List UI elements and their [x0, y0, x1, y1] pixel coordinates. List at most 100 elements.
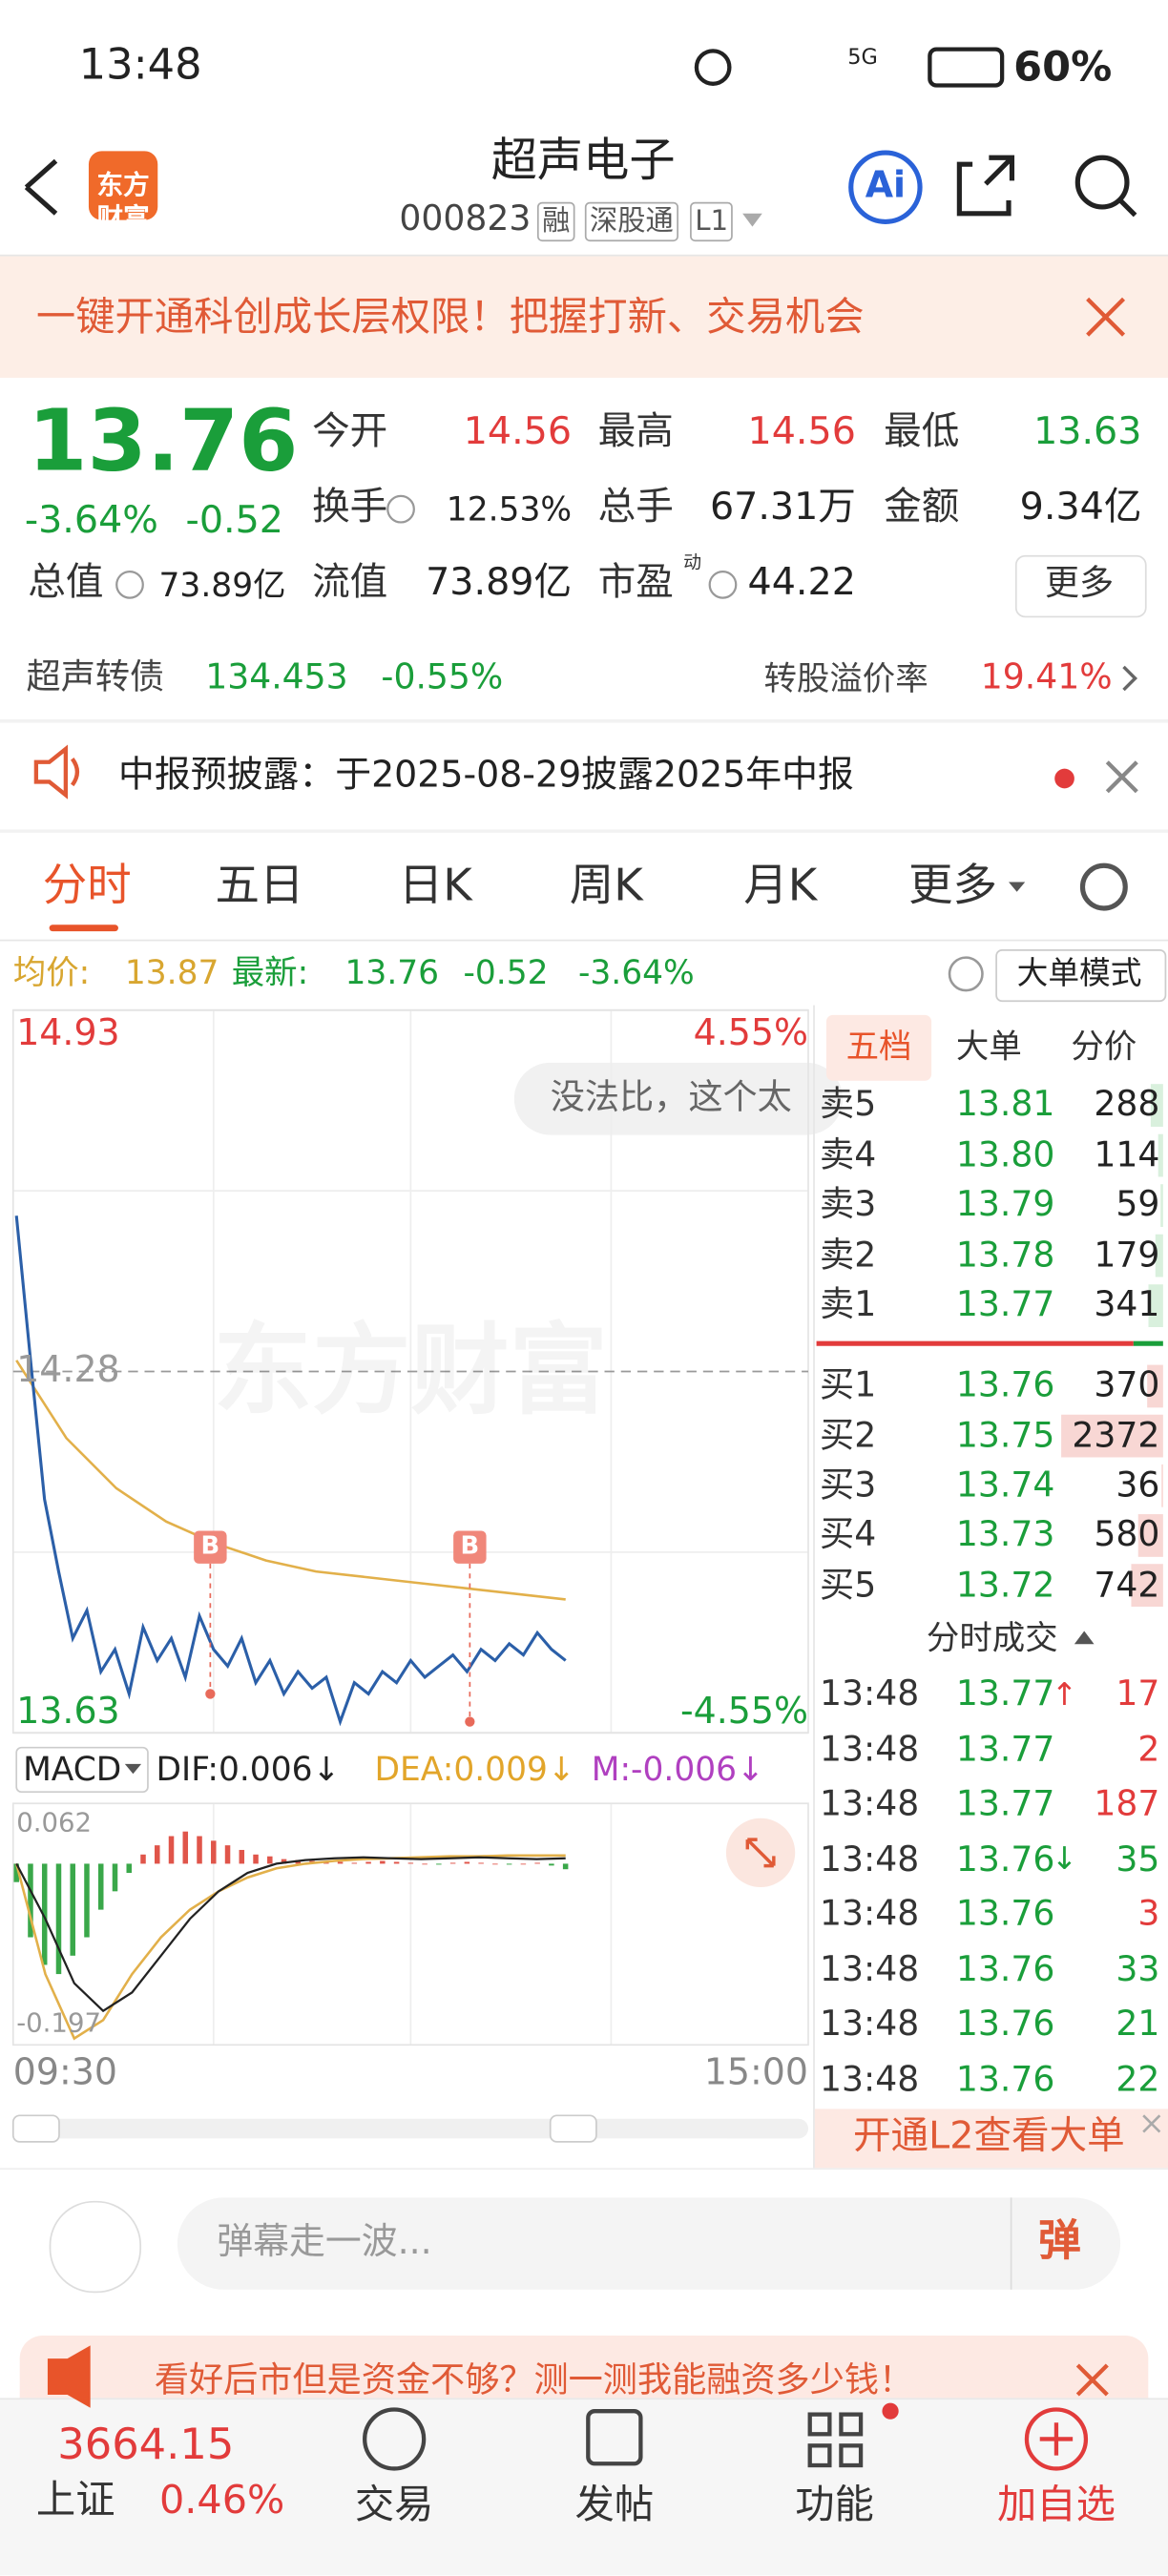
macd-bar [549, 1863, 554, 1866]
trade-time: 13:48 [820, 1673, 920, 1714]
macd-bar [337, 1861, 344, 1864]
book-price: 13.73 [955, 1514, 1055, 1554]
volume-bar [1061, 1414, 1163, 1458]
scroll-handle[interactable] [11, 2114, 60, 2143]
comment-placeholder[interactable]: 弹幕走一波... [217, 2221, 432, 2263]
macd-bar [464, 1861, 470, 1864]
l2-link[interactable]: 开通L2查看大单 [852, 2115, 1125, 2159]
tab[interactable]: 五日 [215, 861, 304, 913]
more-button[interactable] [1014, 554, 1147, 618]
trade-time: 13:48 [820, 1729, 920, 1769]
macd-bar [267, 1856, 273, 1864]
volume-bar [1131, 1564, 1163, 1607]
m-label: M:-0.006↓ [591, 1749, 764, 1789]
book-volume: 59 [1116, 1184, 1160, 1225]
tab[interactable]: 周K [569, 861, 643, 913]
tag: 融 [536, 201, 575, 242]
nav-label[interactable]: 发帖 [574, 2482, 655, 2529]
divider [0, 254, 1168, 257]
danmaku-bubble [513, 1062, 844, 1135]
macd-selector-box [15, 1746, 149, 1794]
close-icon[interactable] [1075, 2363, 1109, 2397]
danmaku-settings[interactable] [49, 2200, 142, 2294]
macd-bar [168, 1836, 175, 1864]
mode-label[interactable]: 大单模式 [1016, 955, 1142, 992]
field-label: 最高 [597, 410, 674, 454]
function-icon[interactable] [807, 2412, 864, 2468]
book-volume: 370 [1094, 1365, 1160, 1405]
macd-bar [281, 1859, 287, 1864]
tab[interactable]: 更多 [908, 861, 997, 913]
active-tab[interactable] [825, 1014, 932, 1081]
post-icon[interactable] [586, 2409, 643, 2466]
search-icon[interactable] [1074, 155, 1130, 210]
banner-text[interactable]: 一键开通科创成长层权限！把握打新、交易机会 [35, 294, 865, 342]
book-tab[interactable]: 分价 [1071, 1026, 1137, 1067]
macd-bar [478, 1862, 484, 1864]
trade-price: 13.76 [955, 1839, 1055, 1880]
field-value: 67.31万 [709, 486, 856, 530]
macd-bar [365, 1861, 371, 1864]
info-icon [115, 570, 144, 599]
trade-icon[interactable] [363, 2407, 427, 2471]
book-price: 13.72 [955, 1564, 1055, 1605]
marker-label: B [460, 1530, 480, 1561]
field-value: 73.89亿 [426, 561, 573, 605]
close-icon[interactable] [1105, 760, 1138, 794]
book-label: 买4 [820, 1514, 877, 1554]
macd-bar [506, 1863, 512, 1865]
field-label: 流值 [312, 561, 388, 605]
tab[interactable]: 月K [743, 861, 818, 913]
book-label: 卖1 [820, 1284, 877, 1325]
notice-text[interactable]: 中报预披露：于2025-08-29披露2025年中报 [117, 755, 854, 797]
macd-bar [534, 1862, 540, 1864]
danmaku-text: 没法比，这个太 [550, 1077, 792, 1118]
trade-price: 13.76 [955, 1894, 1055, 1934]
trade-arrow: ↑ [1051, 1676, 1078, 1713]
book-tab[interactable]: 大单 [955, 1026, 1022, 1067]
scroll-handle[interactable] [549, 2114, 597, 2143]
more-label[interactable]: 更多 [1044, 564, 1115, 604]
pct-min-label: -4.55% [680, 1691, 808, 1733]
macd-bar [126, 1863, 133, 1874]
help-icon[interactable] [948, 956, 984, 992]
ai-label[interactable]: Ai [865, 165, 907, 207]
trade-price: 13.77 [955, 1729, 1055, 1769]
macd-bar [13, 1863, 19, 1882]
field-value: 14.56 [747, 410, 856, 454]
field-label: 总手 [597, 486, 674, 530]
trade-price: 13.76 [955, 2004, 1055, 2045]
nav-label[interactable]: 交易 [354, 2482, 434, 2529]
book-tab[interactable]: 五档 [845, 1026, 912, 1067]
tag: L1 [690, 201, 734, 242]
add-icon[interactable] [1024, 2407, 1089, 2471]
book-price: 13.74 [955, 1465, 1055, 1505]
field-label: 换手 [312, 486, 388, 530]
trade-volume: 187 [1094, 1784, 1160, 1824]
macd-bar [28, 1863, 33, 1938]
close-icon[interactable] [1086, 297, 1126, 337]
add-icon [1039, 2422, 1074, 2456]
mode-button[interactable] [995, 949, 1167, 1003]
ai-icon[interactable] [848, 150, 923, 224]
settings-icon[interactable] [1079, 862, 1128, 911]
nav-label[interactable]: 功能 [795, 2482, 874, 2529]
ad-text[interactable]: 看好后市但是资金不够？测一测我能融资多少钱！ [154, 2360, 914, 2400]
nav-label[interactable]: 加自选 [996, 2482, 1116, 2529]
comment-input[interactable] [177, 2197, 1121, 2290]
share-icon[interactable] [956, 155, 1015, 217]
book-volume: 580 [1094, 1514, 1160, 1554]
time-label: 09:30 [12, 2052, 117, 2094]
macd-bar [520, 1863, 527, 1865]
danmaku-button[interactable]: 弹 [1037, 2217, 1081, 2267]
latest-change: -0.52 [463, 952, 549, 992]
back-icon[interactable] [24, 158, 58, 216]
book-volume: 179 [1094, 1235, 1160, 1275]
tab[interactable]: 分时 [42, 861, 132, 913]
macd-selector[interactable]: MACD [23, 1749, 122, 1789]
tab[interactable]: 日K [398, 861, 472, 913]
macd-bar [449, 1862, 456, 1864]
bond-name: 超声转债 [26, 657, 165, 697]
scrollbar[interactable] [12, 2118, 808, 2139]
